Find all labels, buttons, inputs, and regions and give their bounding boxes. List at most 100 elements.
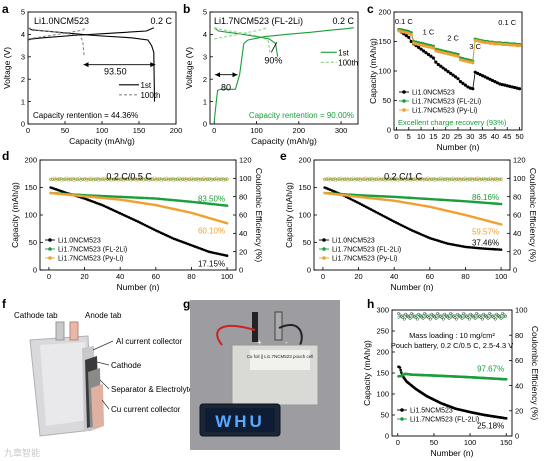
ce-point (428, 178, 432, 182)
y-tick-label: 4 (21, 30, 25, 39)
data-point (409, 32, 413, 37)
ce-point (203, 178, 208, 182)
ce-point (129, 178, 133, 182)
y2-tick-label: 60 (239, 211, 247, 220)
pouch-inner-shape (40, 342, 88, 426)
x-tick-label: 20 (354, 272, 362, 281)
legend-marker (48, 238, 52, 242)
data-point (451, 53, 455, 57)
data-point (513, 43, 517, 47)
chart-panel-a: 0 50 100 150 200 0 1 2 3 4 5 Capacity (mAh/g) Voltag… (2, 8, 182, 146)
y-tick-label: 5 (203, 8, 207, 17)
ce-point (403, 313, 406, 317)
y-tick-label: 50 (29, 238, 37, 247)
cathode-tab-shape (55, 321, 65, 341)
x-tick-label: 45 (503, 132, 511, 141)
ce-point (443, 316, 446, 319)
ce-point (405, 315, 409, 318)
data-point (515, 44, 519, 48)
ce-point (477, 178, 482, 182)
ce-point (476, 178, 480, 182)
data-point (500, 42, 504, 47)
legend-label: Li1.7NCM523 (Py-Li) (58, 256, 123, 263)
x-tick-label: 100 (96, 126, 109, 135)
ce-point (457, 178, 460, 181)
ce-point (143, 177, 147, 181)
ce-point (451, 178, 455, 182)
data-point (398, 366, 402, 369)
legend-marker (322, 256, 326, 260)
ce-point (458, 315, 461, 318)
ce-point (430, 316, 433, 319)
x-tick-label: 60 (152, 272, 160, 281)
ce-point (392, 177, 396, 181)
ce-point (454, 317, 458, 321)
ce-point (91, 178, 96, 182)
y-tick-label: 200 (298, 156, 311, 165)
data-point (453, 54, 458, 58)
panel-letter-f: f (2, 297, 7, 311)
ce-point (466, 316, 470, 320)
y-tick-label: 4 (203, 30, 207, 39)
ce-point (440, 314, 444, 317)
data-point (473, 38, 477, 42)
panel-letter-g: g (183, 297, 190, 311)
ce-point (453, 316, 457, 320)
data-point (439, 50, 443, 54)
y2-tick-label: 80 (239, 192, 247, 201)
watermark: 九章智能 (4, 447, 40, 458)
pouch-label-text: Cu foil || Li1.7NCM523 pouch cell (247, 354, 314, 359)
x-tick-label: 300 (335, 126, 348, 135)
ce-point (191, 178, 195, 182)
data-point (505, 84, 509, 88)
y2-tick-label: 60 (513, 211, 521, 220)
ce-point (116, 178, 121, 182)
data-point (429, 45, 433, 50)
data-point (417, 42, 421, 47)
y-tick-label: 1 (203, 97, 207, 106)
data-point (490, 78, 495, 83)
ce-point (180, 177, 185, 181)
x-tick-label: 100 (250, 126, 263, 135)
y-tick-label: 0 (387, 126, 391, 135)
data-point (478, 72, 482, 77)
data-point (473, 70, 477, 74)
legend-marker (48, 247, 52, 251)
ce-point (401, 178, 405, 182)
y-tick-label: 50 (383, 96, 391, 105)
x-tick-label: 5 (407, 132, 411, 141)
y-tick-label: 150 (376, 369, 389, 378)
ce-point (104, 178, 108, 182)
data-point (456, 54, 460, 58)
data-point (478, 39, 482, 44)
ce-point (476, 315, 480, 319)
ce-point (127, 178, 131, 182)
y-tick-label: 100 (24, 211, 37, 220)
ce-point (479, 314, 483, 317)
data-point (499, 223, 503, 226)
ce-point (195, 178, 199, 181)
ce-point (339, 178, 342, 182)
x-tick-label: 0 (26, 126, 30, 135)
ce-point (140, 178, 143, 182)
ce-point (498, 314, 501, 318)
arrow-head-left (215, 72, 221, 78)
legend-label: 100th (140, 91, 160, 100)
ce-point (434, 314, 438, 317)
ce-point (502, 315, 506, 319)
y-axis-title: Voltage (V) (184, 47, 194, 89)
x-tick-label: 50 (515, 132, 523, 141)
data-point (499, 202, 503, 206)
photo-pouch-cell: Cu foil || Li1.7NCM523 pouch cell + - WH… (190, 300, 340, 450)
ce-point (378, 178, 382, 182)
data-point (458, 58, 463, 62)
ce-point (369, 178, 373, 181)
x-tick-label: 25 (454, 132, 462, 141)
data-point (402, 30, 406, 34)
x-axis-title: Capacity (mAh/g) (69, 136, 135, 146)
ce-point (465, 178, 469, 182)
legend-label: Li1.0NCM523 (58, 238, 101, 245)
legend-marker (400, 417, 404, 421)
data-point (407, 35, 411, 39)
